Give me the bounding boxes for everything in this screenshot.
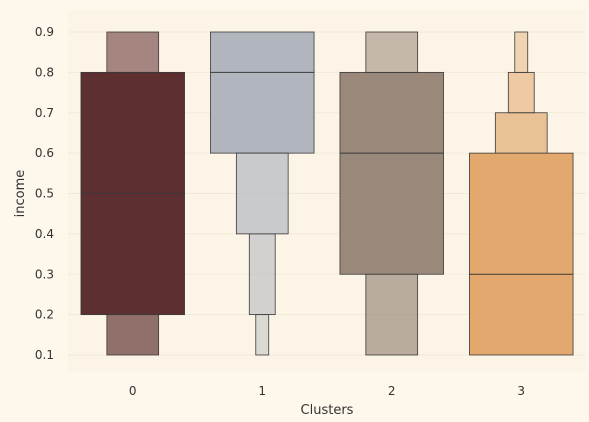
y-tick-label: 0.3 <box>35 267 54 281</box>
letter-value-box <box>255 314 270 356</box>
y-tick-label: 0.6 <box>35 146 54 160</box>
y-axis-label: income <box>13 170 28 218</box>
boxen-group-3 <box>469 31 574 356</box>
letter-value-box <box>514 31 529 73</box>
letter-value-box <box>507 71 535 114</box>
boxen-group-0 <box>80 31 185 356</box>
letter-value-box <box>469 152 574 356</box>
x-tick-label: 2 <box>388 384 396 398</box>
x-tick-label: 3 <box>517 384 525 398</box>
letter-value-box <box>339 71 444 275</box>
x-tick-label: 1 <box>258 384 266 398</box>
letter-value-box <box>210 31 315 154</box>
y-tick-label: 0.8 <box>35 65 54 79</box>
boxen-group-2 <box>339 31 444 356</box>
letter-value-box <box>365 273 419 356</box>
y-tick-label: 0.5 <box>35 187 54 201</box>
letter-value-box <box>235 152 289 235</box>
boxen-group-1 <box>210 31 315 356</box>
letter-value-box <box>106 31 160 73</box>
y-axis-ticks: 0.1 0.2 0.3 0.4 0.5 0.6 0.7 0.8 0.9 <box>35 25 54 362</box>
letter-value-box <box>248 233 276 316</box>
y-tick-label: 0.9 <box>35 25 54 39</box>
letter-value-box <box>494 112 548 154</box>
letter-value-box <box>365 31 419 73</box>
y-tick-label: 0.7 <box>35 106 54 120</box>
x-axis-ticks: 0 1 2 3 <box>129 384 525 398</box>
x-axis-label: Clusters <box>301 403 354 418</box>
y-tick-label: 0.4 <box>35 227 54 241</box>
boxen-groups <box>80 31 574 356</box>
letter-value-box <box>106 314 160 356</box>
y-tick-label: 0.1 <box>35 348 54 362</box>
x-tick-label: 0 <box>129 384 137 398</box>
y-tick-label: 0.2 <box>35 308 54 322</box>
